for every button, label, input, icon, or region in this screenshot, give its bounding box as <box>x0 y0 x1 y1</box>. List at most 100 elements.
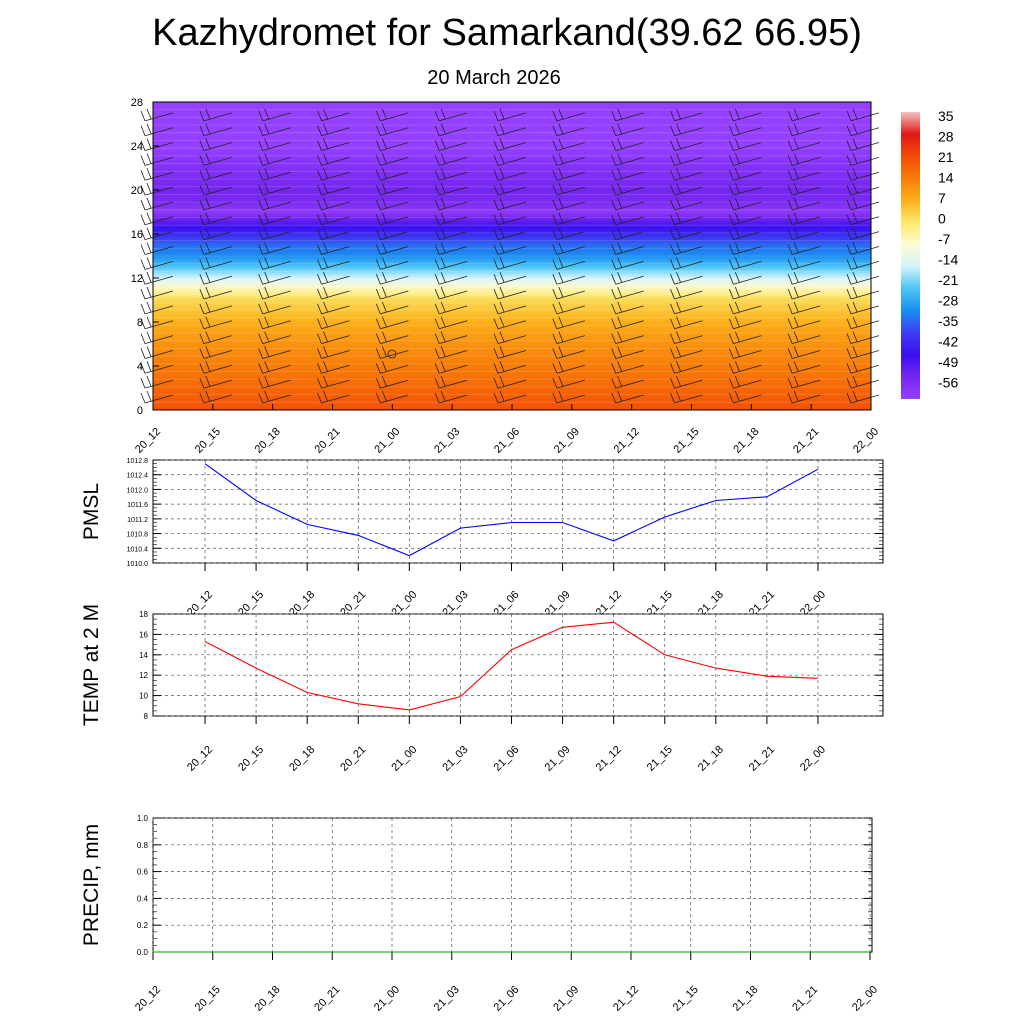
wind-barb <box>140 361 174 374</box>
wind-barb <box>552 390 585 404</box>
wind-barb <box>258 227 291 241</box>
series-line <box>204 621 819 711</box>
wind-barb <box>317 346 350 359</box>
y-tick-label: 0.0 <box>137 948 149 957</box>
wind-barb <box>493 316 527 330</box>
wind-barb <box>140 242 174 255</box>
wind-barb <box>258 316 291 330</box>
wind-barb <box>670 257 703 270</box>
wind-barb <box>493 376 527 389</box>
wind-barb <box>611 376 644 389</box>
wind-barb <box>611 108 644 122</box>
wind-barb <box>375 108 409 122</box>
colorbar-label: -28 <box>938 293 958 309</box>
wind-barb <box>199 123 232 137</box>
x-tick-label: 20_21 <box>338 744 368 774</box>
wind-barb <box>728 108 762 122</box>
wind-barb <box>493 108 527 122</box>
wind-barb <box>199 316 232 330</box>
wind-barb <box>846 257 880 270</box>
wind-barb <box>140 272 174 285</box>
wind-barb <box>199 168 232 181</box>
wind-barb <box>375 197 409 211</box>
wind-barb <box>317 212 350 226</box>
wind-barb <box>552 123 585 137</box>
wind-barb <box>728 286 762 300</box>
x-tick-label: 21_18 <box>696 744 726 774</box>
wind-barb <box>493 242 527 255</box>
x-tick-label: 20_21 <box>313 426 343 456</box>
wind-barb <box>787 361 821 374</box>
wind-barb <box>434 108 468 122</box>
precip-panel: 0.0 0.2 0.4 0.6 0.8 1.0 20_12 20_15 20_18 20_21 21… <box>80 814 880 1014</box>
wind-barb <box>493 212 527 226</box>
colorbar-swatch <box>901 112 920 399</box>
wind-barb <box>434 376 468 389</box>
wind-barb <box>670 331 703 344</box>
y-tick-label: 1.0 <box>137 814 149 823</box>
wind-barb <box>199 108 232 122</box>
y-tick-label: 4 <box>137 361 143 373</box>
wind-barb <box>611 168 644 181</box>
wind-barb <box>611 331 644 344</box>
wind-barb <box>728 331 762 344</box>
wind-barb <box>846 242 880 255</box>
wind-barb <box>140 227 174 241</box>
wind-barb <box>552 361 585 374</box>
wind-barb <box>728 197 762 211</box>
y-tick-label: 0 <box>137 405 143 417</box>
x-tick-label: 21_12 <box>594 744 624 774</box>
wind-barb <box>199 272 232 285</box>
wind-barb <box>787 272 821 285</box>
y-tick-label: 16 <box>131 229 143 241</box>
wind-barb <box>434 153 468 166</box>
x-tick-label: 21_15 <box>671 984 701 1014</box>
x-tick-label: 21_06 <box>492 744 522 774</box>
wind-barb <box>611 138 644 151</box>
x-tick-label: 21_18 <box>731 426 761 456</box>
colorbar-label: -7 <box>938 231 951 247</box>
wind-barb <box>611 257 644 270</box>
wind-barb <box>846 376 880 389</box>
wind-barb <box>434 138 468 151</box>
wind-barb <box>434 227 468 241</box>
calm-wind-marker <box>387 349 397 359</box>
colorbar-label: 7 <box>938 190 946 206</box>
wind-barb <box>670 123 703 137</box>
y-tick-label: 10 <box>139 692 148 701</box>
x-tick-label: 21_06 <box>492 984 522 1014</box>
wind-barb <box>728 182 762 196</box>
x-tick-label: 21_18 <box>731 984 761 1014</box>
wind-barb <box>728 390 762 404</box>
wind-barb <box>199 346 232 359</box>
y-axis-label: PRECIP, mm <box>80 824 103 946</box>
wind-barb <box>670 286 703 300</box>
y-tick-label: 18 <box>139 610 148 619</box>
wind-barb <box>317 390 350 404</box>
wind-barb <box>375 257 409 270</box>
wind-barb <box>728 242 762 255</box>
wind-barb <box>493 168 527 181</box>
wind-barb <box>199 197 232 211</box>
wind-barb <box>493 331 527 344</box>
wind-barb <box>552 346 585 359</box>
wind-barb <box>434 361 468 374</box>
wind-barb <box>140 182 174 196</box>
wind-barb <box>846 361 880 374</box>
wind-barb <box>434 123 468 137</box>
x-tick-label: 21_21 <box>747 744 777 774</box>
colorbar-label: 35 <box>938 108 954 124</box>
wind-barb <box>670 376 703 389</box>
wind-barb <box>787 301 821 315</box>
wind-barb <box>199 227 232 241</box>
wind-barb <box>493 227 527 241</box>
wind-barb <box>317 286 350 300</box>
wind-barb <box>199 361 232 374</box>
wind-barb <box>846 168 880 181</box>
wind-barb <box>258 212 291 226</box>
wind-barb <box>140 301 174 315</box>
wind-barb <box>670 316 703 330</box>
wind-barb <box>199 376 232 389</box>
wind-barb <box>434 182 468 196</box>
x-tick-label: 21_03 <box>432 426 462 456</box>
